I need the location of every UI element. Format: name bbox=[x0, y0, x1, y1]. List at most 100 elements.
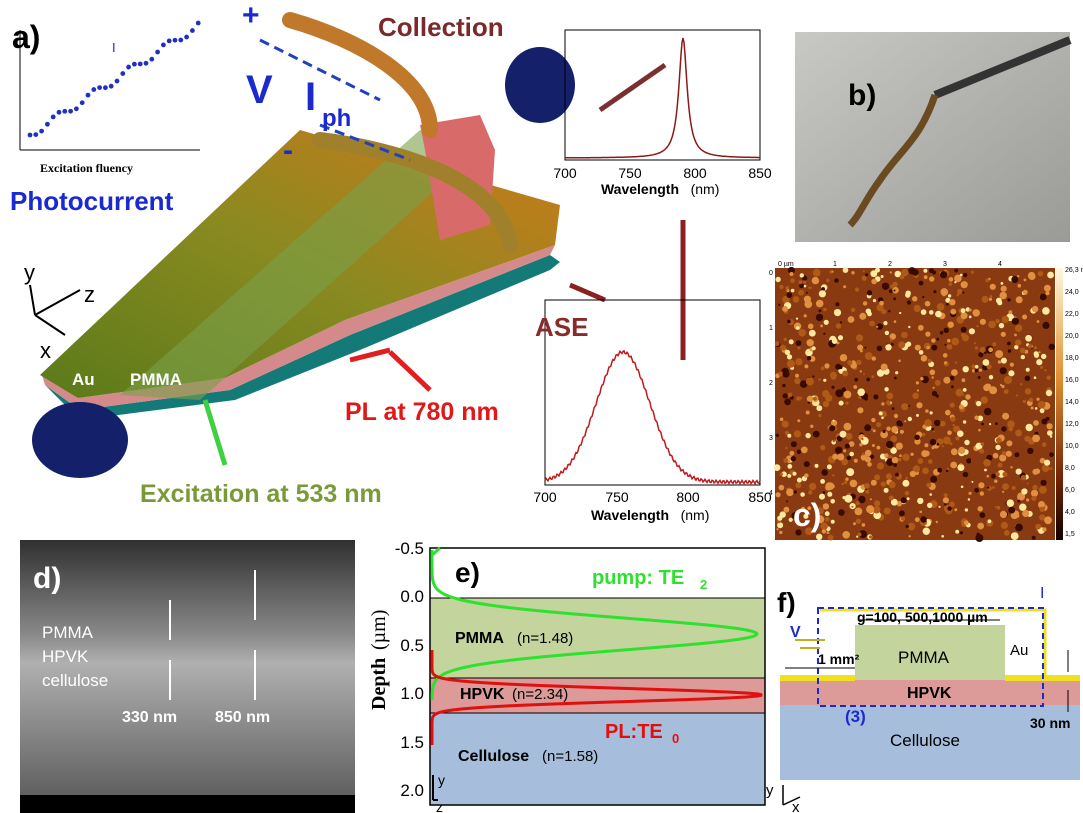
afm-grain bbox=[797, 478, 802, 483]
afm-grain bbox=[891, 426, 898, 433]
inset-point bbox=[97, 85, 102, 90]
afm-grain bbox=[974, 342, 976, 344]
afm-grain bbox=[1040, 366, 1043, 369]
afm-grain bbox=[834, 309, 841, 316]
afm-grain bbox=[872, 444, 875, 447]
afm-grain bbox=[1028, 344, 1033, 349]
afm-grain bbox=[896, 443, 903, 450]
afm-grain bbox=[958, 447, 965, 454]
afm-grain bbox=[908, 417, 912, 421]
afm-x-tick: 1 bbox=[833, 261, 837, 268]
afm-grain bbox=[1026, 498, 1029, 501]
afm-grain bbox=[886, 441, 894, 449]
colorbar-label: 12,0 bbox=[1065, 421, 1079, 428]
afm-grain bbox=[1023, 290, 1028, 295]
afm-grain bbox=[795, 358, 802, 365]
afm-grain bbox=[969, 309, 972, 312]
afm-grain bbox=[825, 517, 830, 522]
afm-grain bbox=[915, 345, 921, 351]
afm-grain bbox=[996, 472, 1000, 476]
afm-grain bbox=[856, 519, 861, 524]
afm-grain bbox=[1034, 353, 1039, 358]
afm-grain bbox=[1001, 282, 1004, 285]
afm-grain bbox=[1049, 452, 1054, 457]
afm-grain bbox=[1000, 384, 1002, 386]
afm-grain bbox=[808, 490, 812, 494]
inset-point bbox=[138, 62, 143, 67]
afm-grain bbox=[840, 321, 842, 323]
afm-grain bbox=[971, 271, 974, 274]
afm-grain bbox=[858, 532, 862, 536]
inset-point bbox=[184, 35, 189, 40]
colorbar-label: 10,0 bbox=[1065, 443, 1079, 450]
afm-grain bbox=[821, 522, 828, 529]
colorbar-label: 26,3 nm bbox=[1065, 267, 1083, 274]
afm-grain bbox=[824, 363, 829, 368]
afm-grain bbox=[1007, 499, 1015, 507]
axes-triad bbox=[30, 285, 80, 335]
afm-grain bbox=[1002, 472, 1007, 477]
sem-bar bbox=[20, 795, 355, 813]
afm-grain bbox=[865, 273, 868, 276]
afm-grain bbox=[784, 338, 787, 341]
afm-grain bbox=[883, 430, 886, 433]
afm-grain bbox=[954, 269, 958, 273]
inset-point bbox=[62, 109, 67, 114]
afm-grain bbox=[984, 469, 987, 472]
shape bbox=[30, 285, 35, 315]
afm-grain bbox=[837, 453, 844, 460]
afm-grain bbox=[816, 300, 824, 308]
afm-grain bbox=[909, 535, 911, 537]
afm-grain bbox=[864, 347, 866, 349]
afm-grain bbox=[886, 427, 890, 431]
afm-grain bbox=[1026, 368, 1030, 372]
afm-grain bbox=[796, 340, 802, 346]
afm-grain bbox=[780, 345, 786, 351]
afm-grain bbox=[778, 304, 780, 306]
afm-grain bbox=[1033, 420, 1039, 426]
afm-grain bbox=[932, 271, 936, 275]
colorbar-label: 4,0 bbox=[1065, 509, 1075, 516]
afm-x-tick: 4 bbox=[998, 261, 1002, 268]
afm-grain bbox=[947, 339, 951, 343]
afm-grain bbox=[919, 281, 924, 286]
afm-grain bbox=[851, 308, 855, 312]
label: Au bbox=[72, 370, 95, 389]
afm-grain bbox=[844, 423, 852, 431]
afm-grain bbox=[893, 282, 898, 287]
afm-grain bbox=[796, 326, 800, 330]
colorbar-label: 22,0 bbox=[1065, 311, 1079, 318]
afm-grain bbox=[786, 289, 789, 292]
afm-grain bbox=[923, 269, 927, 273]
afm-grain bbox=[820, 479, 825, 484]
afm-grain bbox=[961, 312, 968, 319]
afm-grain bbox=[1006, 451, 1012, 457]
afm-grain bbox=[965, 394, 970, 399]
afm-grain bbox=[947, 431, 952, 436]
afm-grain bbox=[839, 365, 843, 369]
afm-grain bbox=[925, 301, 931, 307]
afm-grain bbox=[780, 418, 784, 422]
afm-grain bbox=[886, 473, 892, 479]
label: (nm) bbox=[691, 181, 720, 197]
afm-grain bbox=[848, 316, 855, 323]
afm-grain bbox=[934, 420, 940, 426]
afm-grain bbox=[881, 482, 886, 487]
afm-grain bbox=[998, 463, 1003, 468]
afm-grain bbox=[825, 395, 832, 402]
afm-grain bbox=[785, 447, 787, 449]
afm-grain bbox=[877, 462, 884, 469]
group: 700 750 800 850 Wavelength (nm) 700 750 … bbox=[533, 165, 772, 523]
afm-grain bbox=[983, 459, 991, 467]
afm-grain bbox=[843, 267, 849, 273]
afm-grain bbox=[1019, 504, 1026, 511]
label: 1.5 bbox=[400, 733, 424, 752]
afm-grain bbox=[884, 488, 889, 493]
afm-grain bbox=[818, 378, 821, 381]
afm-grain bbox=[813, 431, 820, 438]
afm-grain bbox=[1011, 276, 1018, 283]
afm-grain bbox=[985, 279, 989, 283]
afm-grain bbox=[833, 420, 835, 422]
afm-grain bbox=[839, 401, 844, 406]
inset-point bbox=[51, 114, 56, 119]
